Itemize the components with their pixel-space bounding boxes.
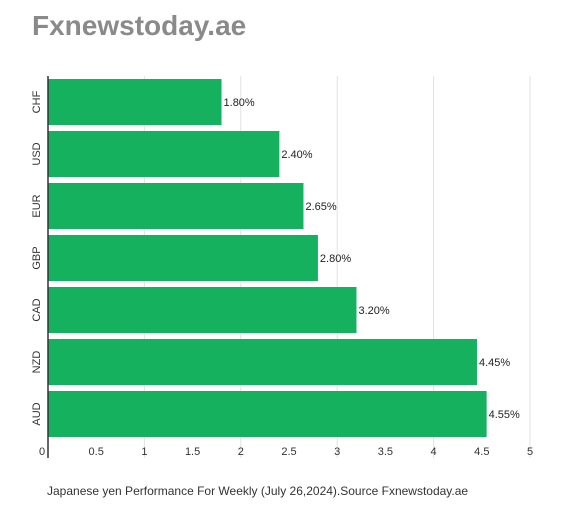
site-title: Fxnewstoday.ae bbox=[32, 10, 247, 41]
bar-usd bbox=[48, 131, 280, 177]
bar-eur bbox=[48, 183, 304, 229]
x-tick-label: 3.5 bbox=[378, 446, 393, 458]
data-label-chf: 1.80% bbox=[224, 97, 255, 109]
x-axis-ticks: 0 0.5 1 1.5 2 2.5 3 3.5 4 4.5 5 bbox=[39, 446, 533, 458]
x-tick-label: 5 bbox=[527, 446, 533, 458]
category-label-chf: CHF bbox=[31, 90, 43, 113]
bar-gbp bbox=[48, 235, 318, 281]
data-label-cad: 3.20% bbox=[358, 305, 389, 317]
x-tick-label: 0.5 bbox=[89, 446, 104, 458]
x-tick-label: 2.5 bbox=[281, 446, 296, 458]
data-label-gbp: 2.80% bbox=[320, 253, 351, 265]
category-labels: CHF USD EUR GBP CAD NZD AUD bbox=[31, 90, 43, 425]
x-tick-label: 1.5 bbox=[185, 446, 200, 458]
x-tick-label: 4 bbox=[431, 446, 437, 458]
bars bbox=[48, 79, 487, 437]
bar-aud bbox=[48, 391, 487, 437]
data-label-usd: 2.40% bbox=[281, 149, 312, 161]
chart-caption: Japanese yen Performance For Weekly (Jul… bbox=[47, 484, 469, 498]
category-label-gbp: GBP bbox=[31, 246, 43, 269]
x-tick-label: 4.5 bbox=[474, 446, 489, 458]
bar-cad bbox=[48, 287, 357, 333]
data-label-nzd: 4.45% bbox=[479, 357, 510, 369]
x-tick-label: 1 bbox=[141, 446, 147, 458]
x-tick-label: 3 bbox=[334, 446, 340, 458]
x-tick-label: 0 bbox=[39, 446, 45, 458]
bar-chart: 1.80% 2.40% 2.65% 2.80% 3.20% 4.45% 4.55% CHF U… bbox=[31, 76, 533, 458]
category-label-usd: USD bbox=[31, 142, 43, 165]
data-label-eur: 2.65% bbox=[305, 201, 336, 213]
bar-nzd bbox=[48, 339, 477, 385]
category-label-nzd: NZD bbox=[31, 351, 43, 374]
category-label-cad: CAD bbox=[31, 298, 43, 321]
category-label-eur: EUR bbox=[31, 194, 43, 217]
x-tick-label: 2 bbox=[238, 446, 244, 458]
data-label-aud: 4.55% bbox=[489, 409, 520, 421]
bar-chf bbox=[48, 79, 222, 125]
category-label-aud: AUD bbox=[31, 402, 43, 425]
data-labels: 1.80% 2.40% 2.65% 2.80% 3.20% 4.45% 4.55% bbox=[224, 97, 521, 421]
